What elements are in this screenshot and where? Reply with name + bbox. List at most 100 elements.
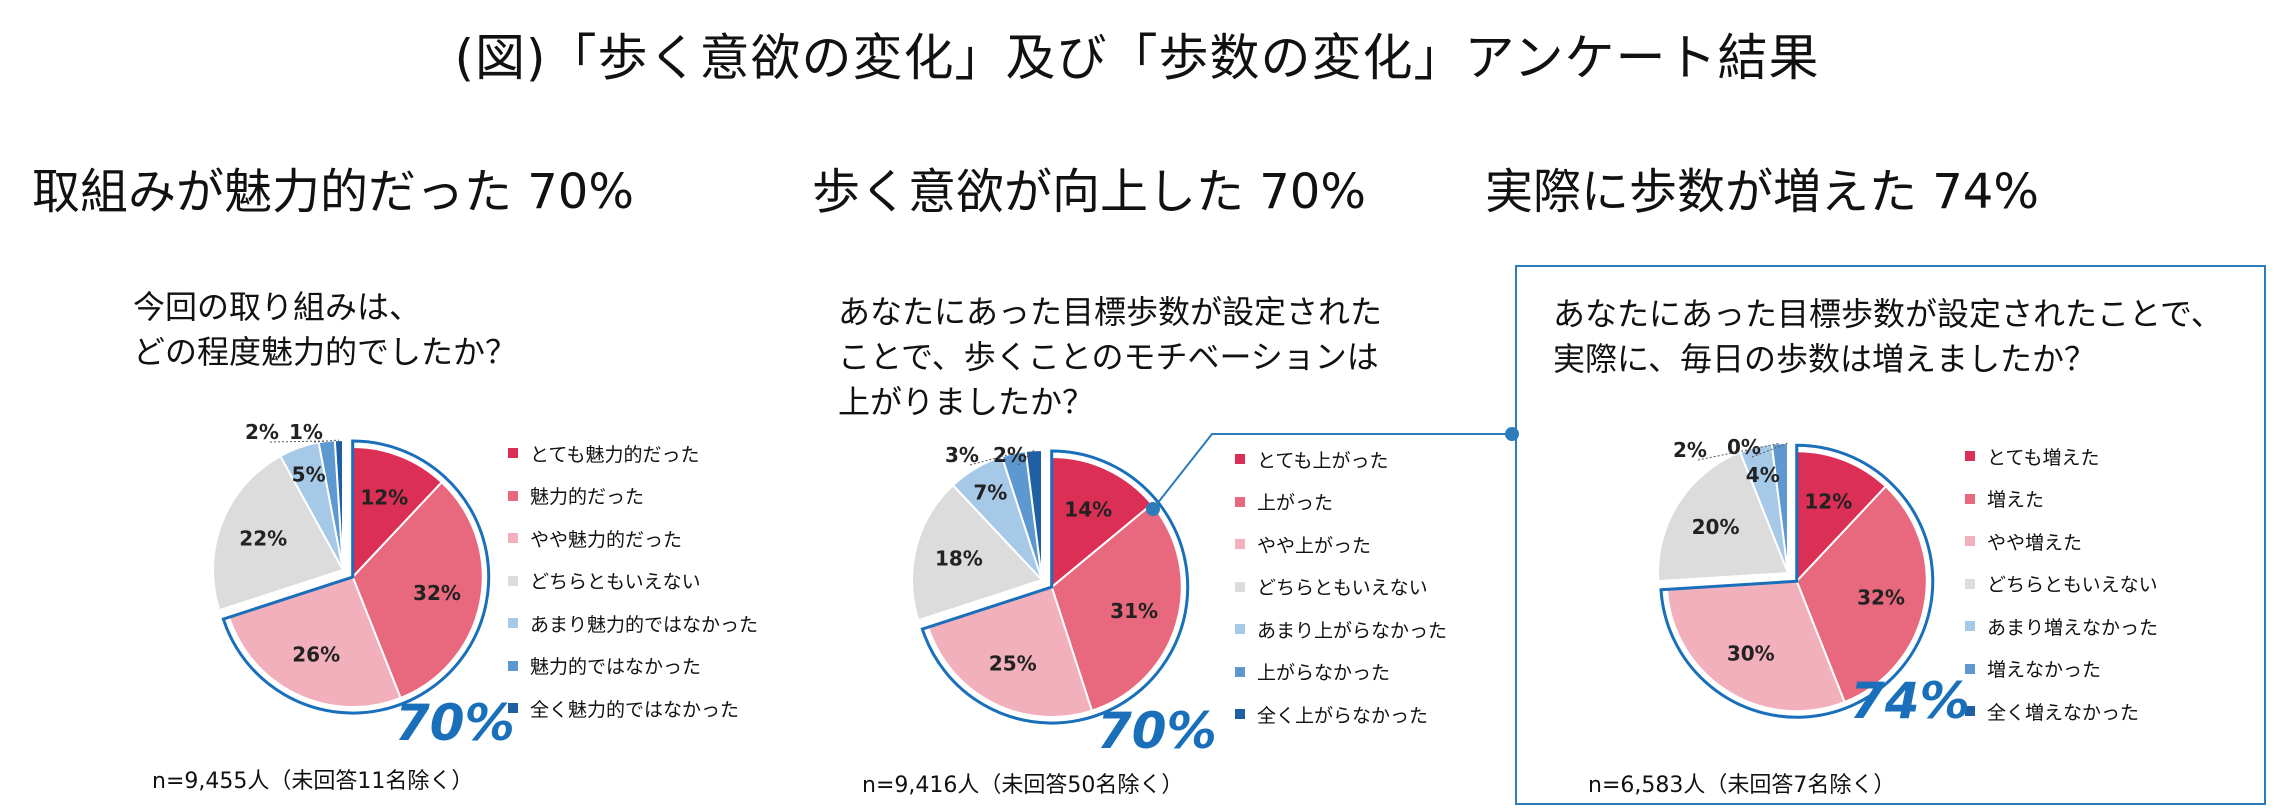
legend-item: 上がった — [1235, 481, 1447, 524]
legend-item: どちらともいえない — [508, 560, 758, 603]
legend-label: あまり増えなかった — [1987, 616, 2159, 639]
panel-3-heading: 実際に歩数が増えた 74% — [1485, 164, 2039, 220]
panel-2-legend: とても上がった 上がった やや上がった どちらともいえない あまり上がらなかった… — [1235, 438, 1447, 736]
legend-label: どちらともいえない — [1257, 577, 1428, 600]
legend-swatch — [1235, 624, 1245, 635]
connector-line — [1152, 433, 1512, 510]
slice-label: 14% — [1064, 497, 1112, 521]
slice-label: 30% — [1727, 642, 1775, 666]
legend-item: あまり魅力的ではなかった — [508, 602, 758, 645]
pie-slice — [227, 575, 402, 709]
slice-label: 26% — [292, 643, 340, 667]
pie-slice — [1050, 456, 1154, 590]
slice-label: 4% — [1746, 463, 1780, 487]
pie-slice — [1795, 450, 1888, 584]
legend-label: どちらともいえない — [1987, 574, 2158, 597]
slice-label: 1% — [289, 420, 323, 444]
legend-item: やや増えた — [1965, 520, 2158, 563]
legend-item: どちらともいえない — [1965, 563, 2158, 606]
panel-2-question-line-3: 上がりましたか？ — [838, 383, 1095, 421]
legend-label: 全く上がらなかった — [1257, 704, 1429, 727]
legend-swatch — [508, 660, 518, 671]
legend-label: 増えた — [1987, 489, 2045, 512]
legend-swatch — [1965, 451, 1975, 462]
legend-label: 上がらなかった — [1257, 662, 1391, 685]
legend-item: 魅力的ではなかった — [508, 645, 758, 688]
legend-item: 全く魅力的ではなかった — [508, 687, 758, 730]
legend-swatch — [1965, 706, 1975, 717]
legend-label: やや増えた — [1987, 531, 2083, 554]
pie-slice — [1050, 502, 1183, 712]
panel-1-question-line-2: どの程度魅力的でしたか？ — [133, 333, 518, 371]
slice-label: 18% — [935, 547, 983, 571]
legend-item: 魅力的だった — [508, 475, 758, 518]
highlight-outline — [1659, 443, 1935, 719]
pie-slice — [926, 585, 1094, 719]
highlight-percentage: 70% — [395, 694, 515, 752]
panel-1-heading: 取組みが魅力的だった 70% — [32, 164, 634, 220]
panel-3-question-line-2: 実際に、毎日の歩数は増えましたか？ — [1553, 340, 2097, 378]
legend-label: あまり上がらなかった — [1257, 619, 1448, 642]
legend-item: 全く上がらなかった — [1235, 693, 1447, 736]
legend-label: どちらともいえない — [530, 571, 701, 594]
pie-slice — [1024, 448, 1043, 581]
connector-dot-start — [1146, 502, 1160, 516]
slice-label: 0% — [1727, 435, 1761, 459]
legend-label: とても上がった — [1257, 449, 1389, 472]
main-title: (図)「歩く意欲の変化」及び「歩数の変化」アンケート結果 — [454, 29, 1820, 87]
legend-item: 増えなかった — [1965, 648, 2158, 691]
slice-label: 12% — [360, 485, 408, 509]
panel-2-sample-note: n=9,416人（未回答50名除く） — [862, 773, 1184, 798]
highlight-percentage: 74% — [1850, 672, 1970, 730]
panel-1-question-line-1: 今回の取り組みは、 — [133, 288, 422, 326]
pie-slice — [1770, 441, 1789, 574]
legend-swatch — [1235, 666, 1245, 677]
slice-label: 3% — [945, 443, 979, 467]
legend-swatch — [1965, 663, 1975, 674]
highlight-outline — [920, 449, 1190, 725]
pie-chart-2: 14% 31% 25% 18% 7% 3% 2% 70% — [911, 443, 1217, 760]
leader-line — [1697, 442, 1780, 461]
legend-swatch — [1235, 496, 1245, 507]
legend-item: あまり増えなかった — [1965, 605, 2158, 648]
slice-label: 22% — [239, 526, 287, 550]
legend-swatch — [508, 490, 518, 501]
leader-line — [1751, 442, 1789, 458]
leader-line — [313, 439, 339, 443]
pie-slice — [1665, 580, 1846, 713]
pie-slice — [351, 446, 444, 580]
legend-swatch — [1235, 709, 1245, 720]
legend-label: 全く増えなかった — [1987, 701, 2140, 724]
slice-label: 12% — [1804, 489, 1852, 513]
legend-item: 全く増えなかった — [1965, 690, 2158, 733]
slice-label: 7% — [973, 481, 1007, 505]
legend-item: あまり上がらなかった — [1235, 608, 1447, 651]
panel-1-question: 今回の取り組みは、 どの程度魅力的でしたか？ — [133, 285, 517, 375]
legend-swatch — [1235, 539, 1245, 550]
panel-3-question: あなたにあった目標歩数が設定されたことで、 実際に、毎日の歩数は増えましたか？ — [1553, 292, 2223, 382]
legend-label: 全く魅力的ではなかった — [530, 698, 740, 721]
pie-slice — [1795, 485, 1928, 704]
pie-slice — [212, 454, 345, 612]
connector-dot-end — [1505, 427, 1519, 441]
legend-item: 上がらなかった — [1235, 651, 1447, 694]
slice-label: 2% — [1673, 438, 1707, 462]
panel-1-legend: とても魅力的だった 魅力的だった やや魅力的だった どちらともいえない あまり魅… — [508, 432, 758, 730]
legend-swatch — [508, 703, 518, 714]
highlight-percentage: 70% — [1097, 702, 1217, 760]
legend-item: とても魅力的だった — [508, 432, 758, 475]
legend-swatch — [1965, 578, 1975, 589]
panel-3-sample-note: n=6,583人（未回答7名除く） — [1588, 773, 1896, 798]
legend-label: 魅力的ではなかった — [530, 656, 702, 679]
legend-swatch — [1235, 454, 1245, 465]
panel-3-frame — [1515, 265, 2266, 805]
highlight-outline — [221, 439, 491, 715]
legend-swatch — [1965, 536, 1975, 547]
legend-swatch — [508, 448, 518, 459]
pie-slice — [351, 480, 484, 700]
pie-slice — [1657, 450, 1790, 583]
legend-label: とても増えた — [1987, 446, 2100, 469]
legend-label: やや上がった — [1257, 534, 1372, 557]
legend-swatch — [508, 618, 518, 629]
